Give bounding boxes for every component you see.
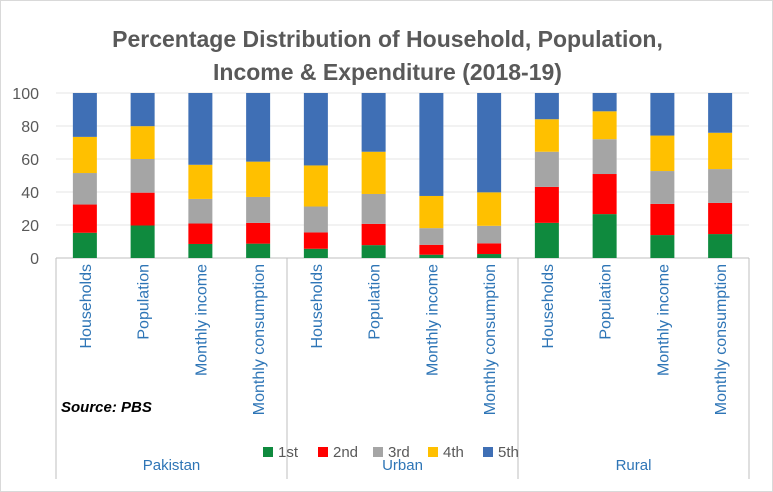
bar-segment-5th bbox=[592, 93, 617, 112]
bar-segment-5th bbox=[477, 93, 502, 193]
bar-segment-4th bbox=[130, 126, 155, 159]
bar-segment-5th bbox=[72, 93, 97, 137]
group-label: Rural bbox=[616, 457, 652, 474]
bar-segment-4th bbox=[708, 132, 733, 170]
category-label: Households bbox=[78, 264, 95, 349]
group-label: Urban bbox=[382, 457, 423, 474]
bar-segment-1st bbox=[708, 234, 733, 258]
legend-swatch-2nd bbox=[318, 447, 328, 457]
bar-segment-5th bbox=[130, 93, 155, 127]
y-tick-label: 60 bbox=[21, 152, 39, 169]
category-label: Population bbox=[136, 264, 153, 340]
bar-segment-1st bbox=[419, 254, 444, 258]
bar-segment-3rd bbox=[72, 173, 97, 205]
bar-segment-2nd bbox=[534, 186, 559, 223]
category-label: Monthly income bbox=[193, 264, 210, 376]
bar-segment-1st bbox=[592, 214, 617, 258]
bar-segment-2nd bbox=[246, 222, 271, 244]
bar-segment-5th bbox=[361, 93, 386, 152]
bar-segment-2nd bbox=[477, 243, 502, 255]
y-tick-label: 100 bbox=[12, 86, 39, 103]
legend-label: 4th bbox=[443, 444, 464, 461]
bar-segment-4th bbox=[361, 151, 386, 194]
bar-segment-3rd bbox=[246, 196, 271, 223]
bar-segment-4th bbox=[419, 195, 444, 229]
category-label: Monthly income bbox=[424, 264, 441, 376]
bar-segment-3rd bbox=[708, 169, 733, 203]
title-line-1: Percentage Distribution of Household, Po… bbox=[112, 26, 663, 52]
bar-segment-1st bbox=[188, 243, 213, 258]
bar-segment-4th bbox=[592, 111, 617, 140]
bar-segment-5th bbox=[650, 93, 675, 136]
bar-segment-3rd bbox=[303, 206, 328, 233]
bar-segment-4th bbox=[650, 135, 675, 172]
bar-segment-5th bbox=[303, 93, 328, 166]
bar-segment-5th bbox=[534, 93, 559, 120]
bar-segment-1st bbox=[650, 235, 675, 258]
category-label: Population bbox=[367, 264, 384, 340]
legend-swatch-1st bbox=[263, 447, 273, 457]
title-line-2: Income & Expenditure (2018-19) bbox=[213, 59, 562, 85]
bar-segment-3rd bbox=[419, 228, 444, 245]
bar-segment-2nd bbox=[708, 202, 733, 235]
bar-segment-2nd bbox=[650, 203, 675, 236]
y-tick-label: 80 bbox=[21, 119, 39, 136]
bar-segment-3rd bbox=[188, 198, 213, 224]
legend-label: 1st bbox=[278, 444, 299, 461]
category-label: Monthly income bbox=[655, 264, 672, 376]
bar-segment-2nd bbox=[361, 223, 386, 246]
legend-swatch-4th bbox=[428, 447, 438, 457]
bar-segment-2nd bbox=[419, 244, 444, 255]
source-annotation: Source: PBS bbox=[61, 399, 152, 416]
y-tick-label: 20 bbox=[21, 218, 39, 235]
category-label: Households bbox=[309, 264, 326, 349]
category-label: Monthly consumption bbox=[251, 264, 268, 415]
bar-segment-3rd bbox=[534, 151, 559, 187]
bar-segment-4th bbox=[477, 192, 502, 226]
bar-segment-3rd bbox=[361, 193, 386, 224]
legend-label: 2nd bbox=[333, 444, 358, 461]
category-label: Population bbox=[598, 264, 615, 340]
bar-segment-3rd bbox=[130, 159, 155, 193]
bar-segment-1st bbox=[246, 243, 271, 258]
legend-label: 5th bbox=[498, 444, 519, 461]
category-label: Households bbox=[540, 264, 557, 349]
bar-segment-4th bbox=[534, 119, 559, 152]
bar-segment-1st bbox=[130, 225, 155, 258]
bar-segment-4th bbox=[72, 136, 97, 174]
y-tick-label: 0 bbox=[30, 251, 39, 268]
bar-segment-5th bbox=[188, 93, 213, 165]
bar-segment-4th bbox=[303, 165, 328, 207]
bar-segment-2nd bbox=[188, 223, 213, 244]
bar-segment-1st bbox=[361, 245, 386, 258]
bar-segment-1st bbox=[477, 254, 502, 258]
legend-label: 3rd bbox=[388, 444, 410, 461]
legend-swatch-3rd bbox=[373, 447, 383, 457]
bar-segment-1st bbox=[303, 248, 328, 258]
bar-segment-5th bbox=[708, 93, 733, 133]
bar-segment-5th bbox=[246, 93, 271, 162]
bar-segment-2nd bbox=[592, 174, 617, 215]
bar-segment-4th bbox=[246, 161, 271, 197]
chart-title: Percentage Distribution of Household, Po… bbox=[1, 23, 772, 89]
group-label: Pakistan bbox=[143, 457, 201, 474]
bar-segment-1st bbox=[534, 222, 559, 258]
bar-segment-2nd bbox=[72, 204, 97, 233]
y-tick-label: 40 bbox=[21, 185, 39, 202]
bar-segment-2nd bbox=[130, 192, 155, 226]
bar-segment-5th bbox=[419, 93, 444, 196]
bar-segment-3rd bbox=[477, 225, 502, 244]
bar-segment-3rd bbox=[650, 171, 675, 204]
category-label: Monthly consumption bbox=[482, 264, 499, 415]
category-label: Monthly consumption bbox=[713, 264, 730, 415]
bar-segment-4th bbox=[188, 164, 213, 199]
bar-segment-2nd bbox=[303, 232, 328, 249]
legend-swatch-5th bbox=[483, 447, 493, 457]
bar-segment-3rd bbox=[592, 139, 617, 175]
bar-segment-1st bbox=[72, 232, 97, 258]
